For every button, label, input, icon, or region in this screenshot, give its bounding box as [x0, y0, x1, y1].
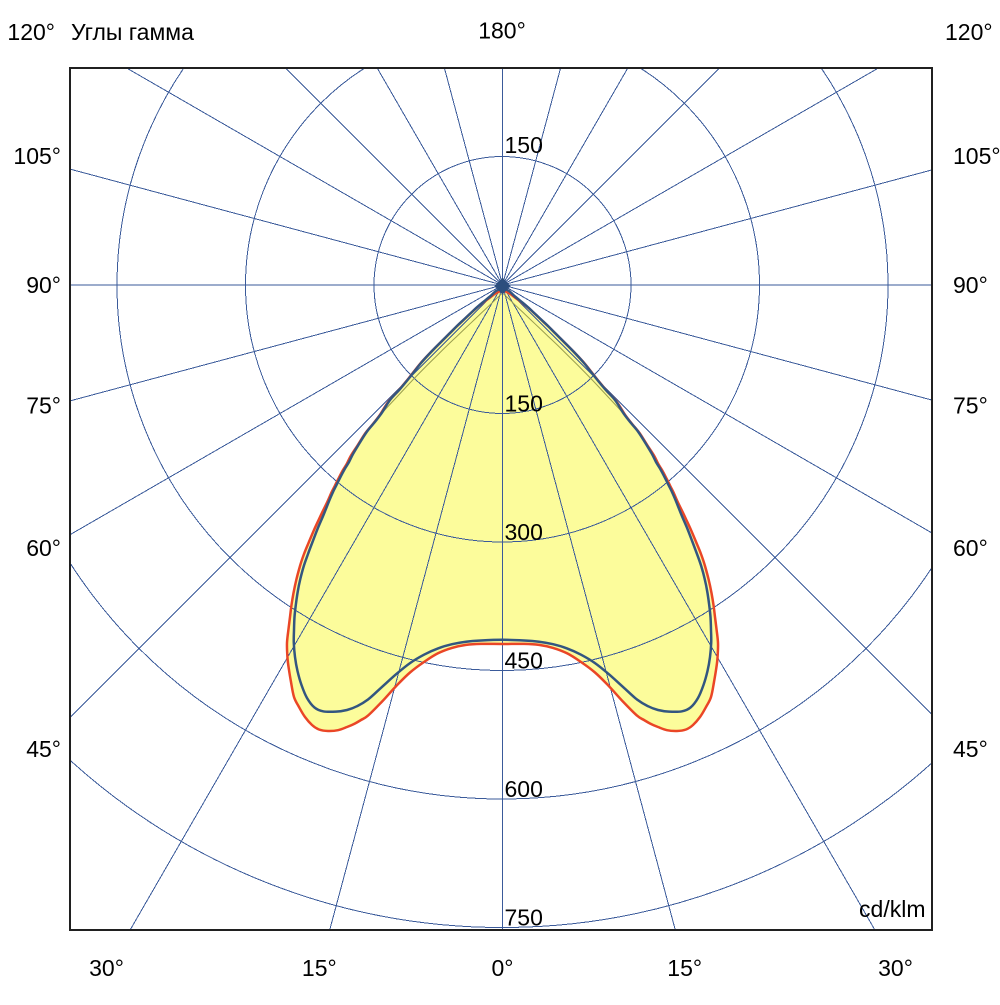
- svg-text:150: 150: [505, 132, 543, 158]
- svg-text:30°: 30°: [89, 955, 124, 981]
- svg-text:90°: 90°: [953, 272, 988, 298]
- svg-text:75°: 75°: [26, 393, 61, 419]
- svg-text:450: 450: [505, 648, 543, 674]
- svg-text:180°: 180°: [478, 18, 526, 44]
- svg-text:150: 150: [505, 391, 543, 417]
- svg-text:60°: 60°: [26, 535, 61, 561]
- svg-text:105°: 105°: [953, 143, 1000, 169]
- svg-text:90°: 90°: [26, 272, 61, 298]
- svg-text:120°: 120°: [945, 19, 993, 45]
- svg-text:60°: 60°: [953, 535, 988, 561]
- svg-text:600: 600: [505, 776, 543, 802]
- svg-text:15°: 15°: [302, 955, 337, 981]
- svg-text:45°: 45°: [953, 736, 988, 762]
- svg-text:45°: 45°: [26, 736, 61, 762]
- svg-text:cd/klm: cd/klm: [859, 896, 925, 922]
- svg-text:750: 750: [505, 905, 543, 931]
- svg-text:120°: 120°: [7, 19, 55, 45]
- svg-text:30°: 30°: [878, 955, 913, 981]
- svg-text:Углы гамма: Углы гамма: [71, 19, 194, 45]
- svg-text:0°: 0°: [492, 955, 514, 981]
- svg-text:105°: 105°: [13, 143, 61, 169]
- svg-text:75°: 75°: [953, 393, 988, 419]
- svg-text:300: 300: [505, 519, 543, 545]
- svg-text:15°: 15°: [667, 955, 702, 981]
